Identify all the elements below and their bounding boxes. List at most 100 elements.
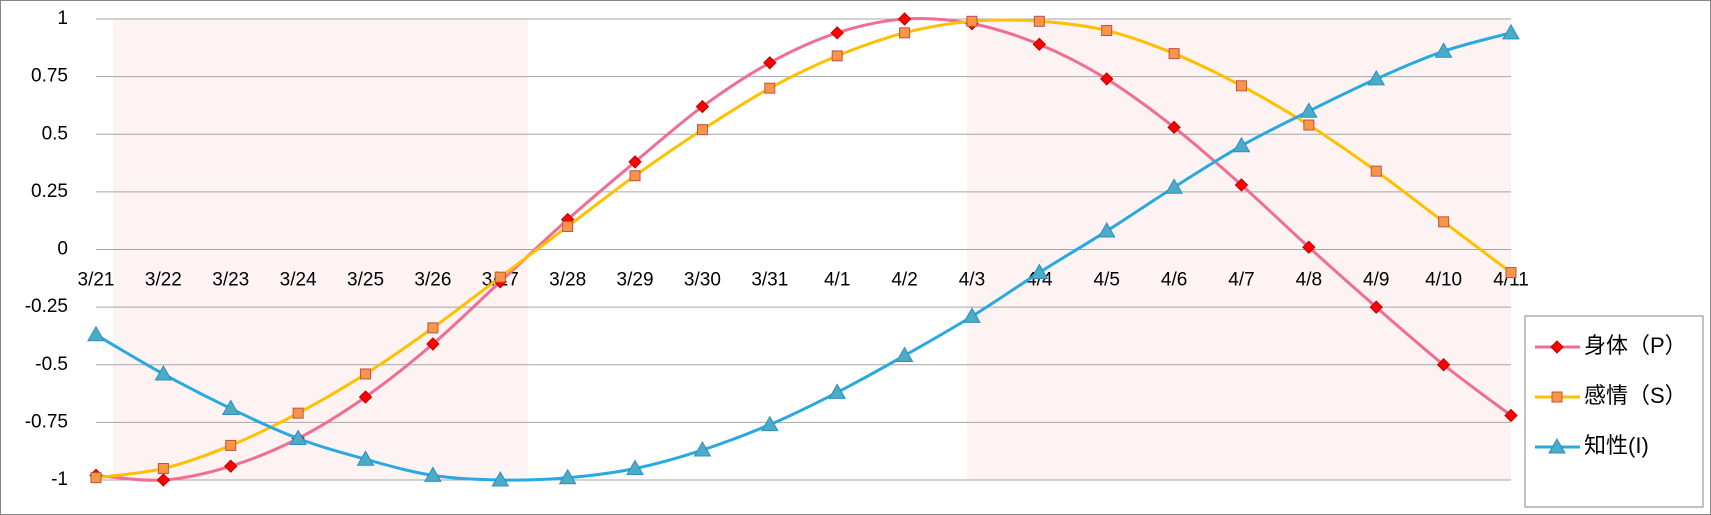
marker [1367, 69, 1386, 86]
marker [558, 468, 577, 485]
series-line [95, 18, 1512, 480]
y-tick-label: 1 [57, 8, 68, 29]
marker [1302, 240, 1316, 254]
marker [695, 99, 710, 114]
x-tick-label: 4/4 [1026, 270, 1053, 291]
x-tick-label: 4/5 [1094, 270, 1120, 291]
marker [358, 390, 373, 404]
marker [764, 82, 776, 94]
marker [1502, 23, 1520, 40]
marker [1101, 25, 1113, 37]
marker [156, 473, 171, 487]
x-tick-label: 3/24 [280, 270, 317, 291]
marker [1370, 165, 1382, 177]
marker [1303, 119, 1315, 131]
x-tick-label: 4/6 [1161, 270, 1187, 291]
marker [1235, 80, 1247, 92]
marker [424, 466, 442, 482]
legend-label: 感情（S） [1584, 383, 1687, 408]
x-tick-label: 3/21 [78, 270, 115, 291]
marker [831, 50, 843, 62]
marker [628, 155, 642, 169]
marker [828, 383, 847, 399]
x-tick-label: 3/26 [414, 270, 451, 291]
x-tick-label: 3/28 [549, 270, 586, 291]
marker [830, 26, 844, 40]
marker [494, 271, 506, 283]
marker [491, 470, 510, 487]
marker [225, 439, 237, 451]
marker [426, 337, 440, 351]
y-tick-label: -0.25 [25, 296, 68, 317]
legend-label: 身体（P） [1584, 333, 1687, 358]
marker [1299, 102, 1318, 118]
marker [360, 368, 372, 380]
x-tick-label: 4/11 [1493, 270, 1529, 291]
marker [1030, 263, 1049, 280]
marker [626, 459, 644, 475]
marker [1551, 391, 1563, 403]
marker [696, 124, 708, 136]
marker [895, 346, 914, 363]
x-tick-label: 4/3 [959, 270, 985, 291]
x-tick-label: 4/8 [1296, 270, 1322, 291]
marker [760, 415, 779, 432]
marker [1369, 300, 1383, 314]
marker [899, 27, 911, 39]
marker [154, 364, 173, 381]
x-tick-label: 4/2 [891, 270, 917, 291]
legend-label: 知性(I) [1584, 433, 1649, 458]
marker [562, 220, 574, 232]
marker [90, 472, 102, 484]
legend-entries: 身体（P） 感情（S） 知性(I) [1535, 333, 1687, 458]
marker [1504, 408, 1518, 423]
marker [1505, 267, 1517, 279]
marker [1097, 222, 1116, 238]
marker [1165, 178, 1183, 194]
marker [224, 459, 238, 473]
marker [1100, 72, 1114, 86]
marker [1438, 216, 1450, 228]
x-tick-label: 4/9 [1363, 270, 1389, 291]
series-line [95, 16, 1512, 482]
marker [427, 322, 439, 334]
x-tick-label: 3/29 [617, 270, 654, 291]
marker [1434, 42, 1453, 58]
x-tick-label: 3/22 [145, 270, 182, 291]
marker [1167, 120, 1181, 135]
marker [1548, 437, 1566, 454]
marker [629, 170, 641, 182]
x-tick-label: 3/25 [347, 270, 384, 291]
y-tick-label: -0.5 [35, 354, 68, 375]
y-tick-label: 0.75 [31, 66, 68, 87]
marker [897, 12, 912, 26]
marker [1234, 178, 1249, 192]
y-tick-label: 0 [57, 239, 68, 260]
y-tick-label: 0.25 [31, 181, 68, 202]
plot [87, 12, 1520, 487]
y-tick-label: -0.75 [25, 411, 68, 432]
marker [1032, 37, 1047, 52]
x-tick-label: 4/1 [824, 270, 850, 291]
marker [1168, 48, 1180, 60]
marker [289, 429, 308, 446]
series-line [95, 31, 1512, 482]
x-tick-label: 3/23 [212, 270, 249, 291]
marker [693, 441, 712, 457]
marker [966, 15, 978, 27]
marker [1033, 15, 1045, 27]
x-tick-label: 4/7 [1228, 270, 1254, 291]
y-tick-label: 0.5 [42, 123, 68, 144]
grid: 1 0.75 0.5 0.25 0 -0.25 -0.5 -0.75 -1 3/21 3/22 3/2… [25, 8, 1529, 490]
marker [157, 462, 169, 474]
marker [1232, 136, 1251, 153]
y-tick-label: -1 [51, 469, 68, 490]
marker [963, 307, 981, 323]
marker [292, 407, 304, 419]
marker [221, 399, 240, 416]
x-tick-label: 3/30 [684, 270, 721, 291]
marker [87, 325, 105, 342]
marker [356, 450, 375, 466]
